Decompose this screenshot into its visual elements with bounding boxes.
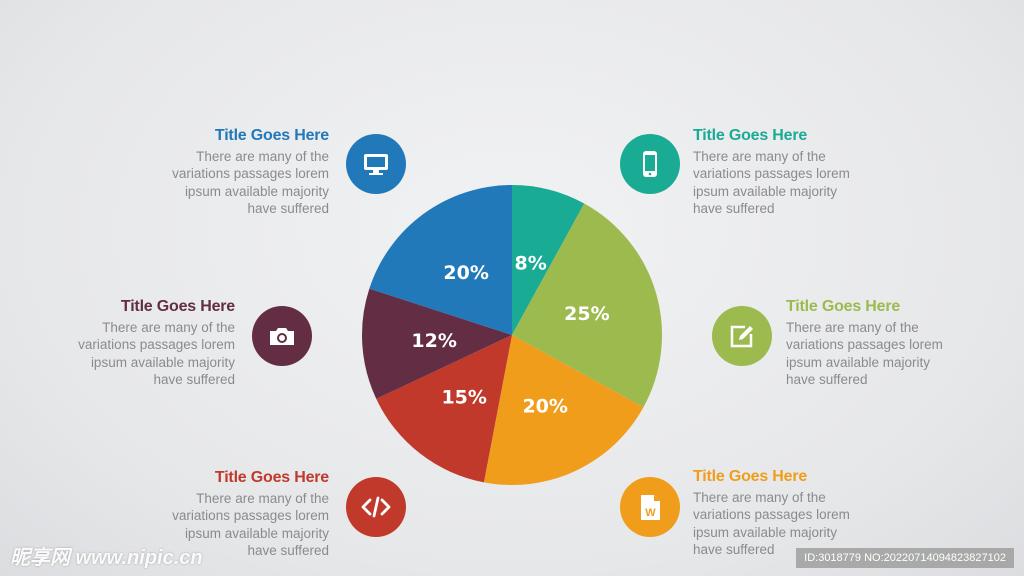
item-middle-right: Title Goes Here There are many of the var… — [786, 297, 986, 388]
pie-label-red: 15% — [441, 387, 486, 409]
item-description: There are many of the variations passages… — [693, 490, 850, 557]
item-description: There are many of the variations passages… — [786, 320, 943, 387]
item-description: There are many of the variations passages… — [693, 149, 850, 216]
item-title: Title Goes Here — [786, 298, 901, 315]
item-description: There are many of the variations passages… — [172, 149, 329, 216]
item-title: Title Goes Here — [120, 298, 235, 315]
item-title: Title Goes Here — [693, 127, 808, 144]
pie-slice-teal — [512, 185, 585, 335]
pie-label-blue: 20% — [443, 262, 488, 284]
item-description: There are many of the variations passages… — [172, 491, 329, 558]
pie-slice-red — [376, 335, 512, 483]
item-middle-left: Title Goes Here There are many of the var… — [35, 297, 235, 388]
item-description: There are many of the variations passages… — [78, 320, 235, 387]
item-title: Title Goes Here — [214, 469, 329, 486]
smartphone-icon — [620, 134, 680, 194]
pie-slice-blue — [369, 185, 512, 335]
svg-text:W: W — [645, 507, 656, 519]
item-top-left: Title Goes Here There are many of the var… — [129, 126, 329, 217]
item-bottom-left: Title Goes Here There are many of the var… — [129, 468, 329, 559]
item-title: Title Goes Here — [214, 127, 329, 144]
edit-icon — [712, 306, 772, 366]
watermark-logo: 昵享网 www.nipic.cn — [10, 547, 203, 569]
pie-label-teal: 8% — [515, 252, 547, 274]
pie-label-orange: 20% — [522, 396, 567, 418]
monitor-icon — [346, 134, 406, 194]
item-bottom-right: Title Goes Here There are many of the var… — [693, 467, 893, 558]
pie-label-maroon: 12% — [411, 330, 456, 352]
watermark-id: ID:3018779 NO:20220714094823827102 — [796, 548, 1014, 568]
pie-slice-green — [512, 203, 662, 408]
pie-slice-maroon — [362, 288, 512, 399]
pie-label-green: 25% — [564, 303, 609, 325]
camera-icon — [252, 306, 312, 366]
pie-slice-orange — [483, 335, 644, 485]
code-icon — [346, 477, 406, 537]
item-title: Title Goes Here — [693, 468, 808, 485]
word-document-icon: W — [620, 477, 680, 537]
item-top-right: Title Goes Here There are many of the var… — [693, 126, 893, 217]
